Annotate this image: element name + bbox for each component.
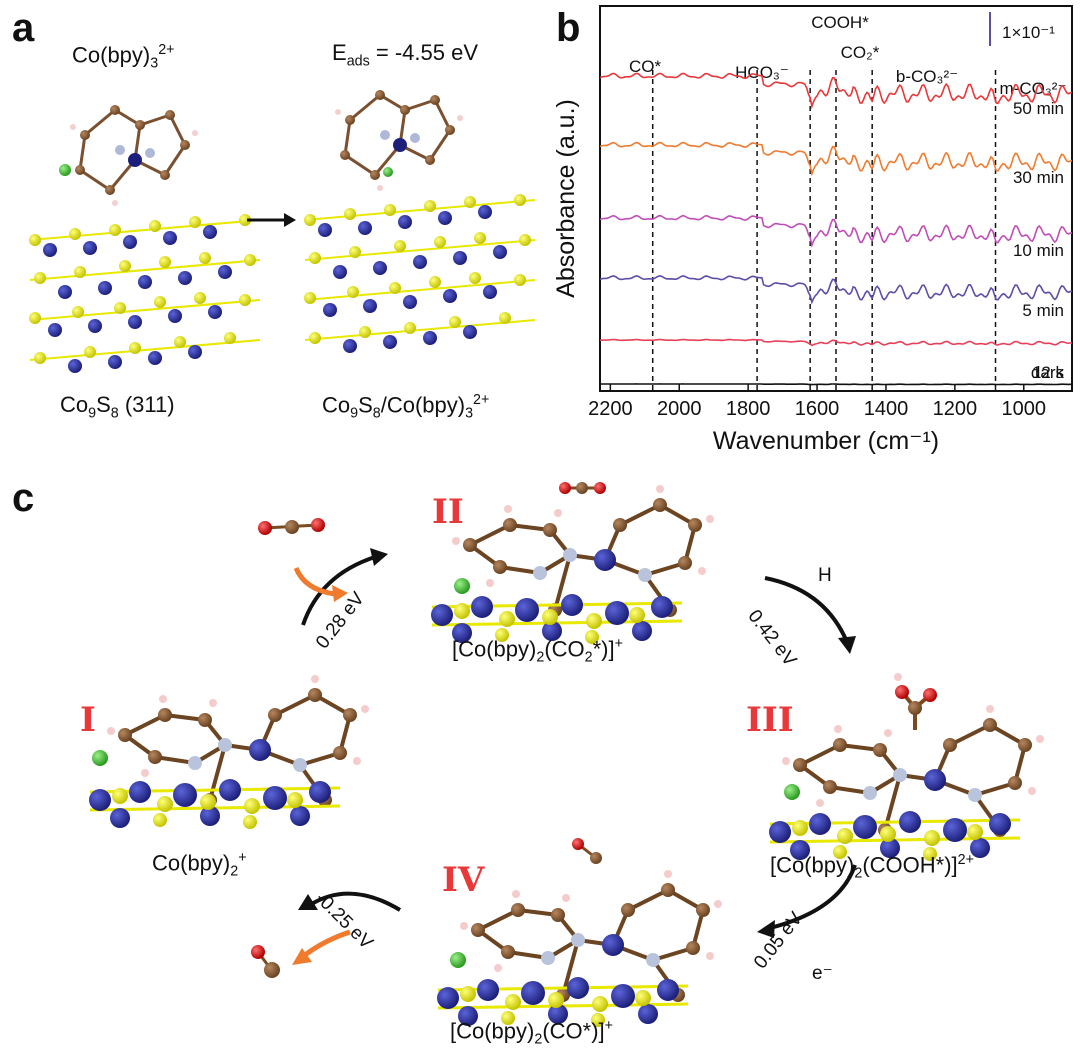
substrate-label: Co9S8 (311) xyxy=(60,392,175,422)
marker-label: CO* xyxy=(629,57,662,76)
panel-c-cycle xyxy=(87,482,1046,1030)
scale-bar-label: 1×10⁻¹ xyxy=(1002,23,1055,42)
marker-label: m-CO₃²⁻ xyxy=(1000,79,1067,98)
adsorption-energy-label: Eads = -4.55 eV xyxy=(332,40,478,70)
x-tick-label: 1000 xyxy=(1002,398,1046,420)
hybrid-label: Co9S8/Co(bpy)32+ xyxy=(322,392,490,422)
series-label: 12 s xyxy=(1032,363,1064,382)
series-line xyxy=(599,214,1073,248)
marker-label: CO₂* xyxy=(841,43,880,62)
stage-iv-formula: [Co(bpy)2(CO*)]+ xyxy=(450,1018,613,1048)
stage-ii-formula: [Co(bpy)2(CO2*)]+ xyxy=(452,636,623,666)
plot-frame xyxy=(599,5,1073,392)
free-co2-molecule xyxy=(258,518,325,535)
series-line xyxy=(600,383,1072,386)
stage-ii-numeral: II xyxy=(432,492,464,532)
y-axis-label: Absorbance (a.u.) xyxy=(552,99,580,298)
step-3-reagent: e⁻ xyxy=(812,963,833,984)
series-line xyxy=(599,338,1072,347)
x-tick-label: 1400 xyxy=(864,398,909,420)
series-label: 50 min xyxy=(1013,99,1064,118)
series-line xyxy=(599,72,1073,110)
series-label: 30 min xyxy=(1013,168,1064,187)
complex-label: Co(bpy)32+ xyxy=(72,42,175,72)
stage-i-structure xyxy=(87,673,371,832)
marker-label: COOH* xyxy=(811,13,869,32)
stage-iii-formula: [Co(bpy)2(COOH*)]2+ xyxy=(770,852,974,882)
series-label: 10 min xyxy=(1013,241,1064,260)
step-2-reagent: H xyxy=(818,565,832,586)
series-label: dark xyxy=(1031,363,1065,382)
x-tick-label: 2200 xyxy=(588,398,633,420)
stage-iv-structure xyxy=(435,838,724,1030)
cycle-arrows xyxy=(301,555,857,930)
marker-label: b-CO₃²⁻ xyxy=(896,67,958,86)
stage-iv-numeral: IV xyxy=(442,860,485,900)
stage-i-numeral: I xyxy=(80,700,96,740)
x-tick-label: 2000 xyxy=(657,398,702,420)
series-line xyxy=(599,141,1073,177)
x-tick-label: 1200 xyxy=(933,398,978,420)
series-line xyxy=(599,275,1073,305)
panel-letter-b: b xyxy=(556,6,581,50)
series-label: 5 min xyxy=(1022,301,1064,320)
stage-ii-structure xyxy=(429,482,716,647)
panel-a-structures xyxy=(28,88,536,374)
stage-i-formula: Co(bpy)2+ xyxy=(152,850,247,880)
released-co-molecule xyxy=(251,945,280,978)
panel-letter-a: a xyxy=(12,6,35,50)
reaction-arrow-a xyxy=(247,213,296,227)
ftir-chart: 2200 2000 1800 1600 1400 1200 1000 Wavenumber (… xyxy=(552,5,1073,455)
panel-letter-c: c xyxy=(12,476,35,520)
x-tick-label: 1600 xyxy=(795,398,840,420)
x-tick-label: 1800 xyxy=(726,398,771,420)
x-axis-label: Wavenumber (cm⁻¹) xyxy=(713,427,939,455)
stage-iii-structure xyxy=(767,673,1046,864)
stage-iii-numeral: III xyxy=(746,700,794,740)
